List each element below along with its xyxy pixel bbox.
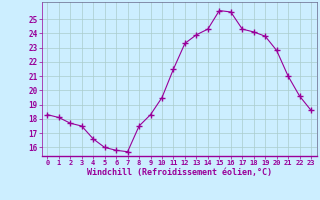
X-axis label: Windchill (Refroidissement éolien,°C): Windchill (Refroidissement éolien,°C) bbox=[87, 168, 272, 177]
